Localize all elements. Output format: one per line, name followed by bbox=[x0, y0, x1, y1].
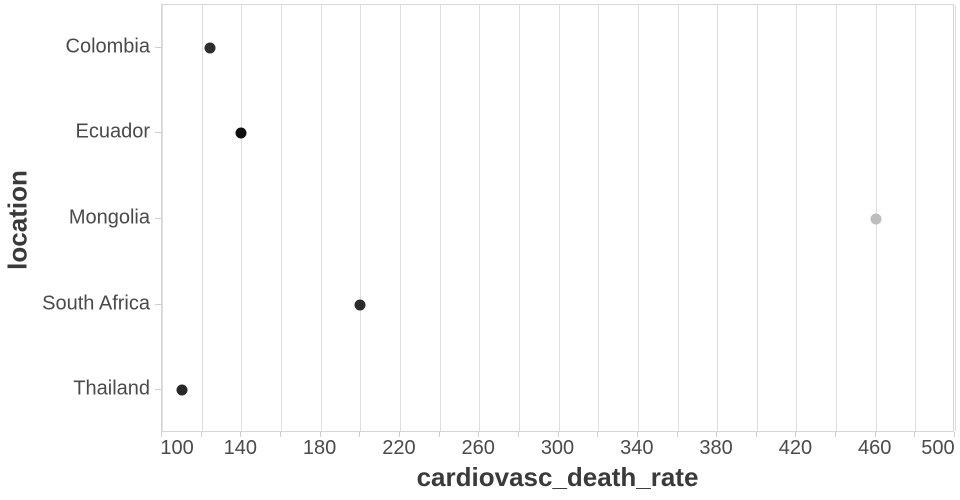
x-gridline bbox=[280, 5, 282, 431]
x-gridline bbox=[915, 5, 917, 431]
x-tick-mark bbox=[676, 432, 678, 437]
x-tick-mark bbox=[517, 432, 519, 437]
x-tick-mark bbox=[557, 432, 559, 437]
x-tick-mark bbox=[597, 432, 599, 437]
y-category-label: Colombia bbox=[65, 35, 150, 58]
x-tick-label: 220 bbox=[382, 437, 416, 459]
x-tick-label: 500 bbox=[921, 437, 955, 459]
x-tick-mark bbox=[398, 432, 400, 437]
x-gridline bbox=[836, 5, 837, 431]
x-tick-mark bbox=[795, 432, 797, 437]
x-tick-label: 300 bbox=[540, 437, 575, 459]
x-gridline bbox=[320, 5, 322, 431]
x-gridline bbox=[677, 5, 679, 431]
x-tick-mark bbox=[240, 432, 242, 437]
x-gridline bbox=[558, 5, 560, 431]
x-tick-mark bbox=[716, 432, 718, 437]
data-point-colombia bbox=[204, 42, 216, 54]
y-category-label: Ecuador bbox=[75, 120, 151, 143]
y-tick-mark bbox=[155, 132, 161, 134]
x-tick-label: 100 bbox=[160, 437, 194, 459]
x-tick-label: 340 bbox=[620, 437, 654, 459]
x-gridline bbox=[162, 5, 163, 431]
x-gridline bbox=[241, 5, 243, 431]
x-gridline bbox=[399, 5, 401, 431]
x-gridline bbox=[637, 5, 639, 431]
x-tick-mark bbox=[279, 432, 281, 437]
x-tick-mark bbox=[359, 432, 361, 437]
x-gridline bbox=[955, 5, 956, 431]
y-tick-mark bbox=[155, 46, 161, 48]
x-tick-label: 260 bbox=[461, 437, 495, 459]
x-gridline bbox=[518, 5, 520, 431]
y-category-label: South Africa bbox=[42, 292, 150, 315]
x-tick-mark bbox=[636, 432, 638, 437]
x-tick-mark bbox=[478, 432, 480, 437]
x-gridline bbox=[598, 5, 600, 431]
x-tick-mark bbox=[755, 432, 757, 437]
x-tick-mark bbox=[914, 432, 916, 437]
x-tick-label: 180 bbox=[302, 437, 337, 459]
x-gridline bbox=[796, 5, 798, 431]
x-gridline bbox=[201, 5, 203, 431]
x-tick-mark bbox=[319, 432, 321, 437]
y-tick-mark bbox=[155, 303, 161, 305]
data-point-south-africa bbox=[354, 299, 366, 311]
x-gridline bbox=[717, 5, 719, 431]
data-point-ecuador bbox=[235, 127, 247, 139]
x-tick-label: 460 bbox=[858, 437, 892, 459]
y-category-label: Thailand bbox=[73, 377, 150, 400]
x-tick-label: 140 bbox=[223, 437, 257, 459]
x-tick-mark bbox=[438, 432, 440, 437]
x-axis-title: cardiovasc_death_rate bbox=[161, 462, 954, 493]
x-tick-mark bbox=[835, 432, 836, 437]
y-tick-mark bbox=[155, 389, 161, 391]
plot-area bbox=[161, 4, 956, 432]
x-tick-mark bbox=[874, 432, 876, 437]
x-gridline bbox=[360, 5, 362, 431]
x-gridline bbox=[756, 5, 758, 431]
x-gridline bbox=[439, 5, 441, 431]
x-tick-mark bbox=[161, 432, 162, 437]
x-tick-mark bbox=[200, 432, 202, 437]
x-tick-mark bbox=[954, 432, 955, 437]
y-category-label: Mongolia bbox=[68, 206, 150, 229]
x-tick-label: 380 bbox=[699, 437, 733, 459]
x-axis-title-text: cardiovasc_death_rate bbox=[416, 462, 699, 492]
x-tick-label: 420 bbox=[778, 437, 813, 459]
x-gridline bbox=[479, 5, 481, 431]
data-point-mongolia bbox=[870, 213, 882, 225]
y-tick-mark bbox=[155, 218, 161, 219]
data-point-thailand bbox=[176, 384, 188, 396]
